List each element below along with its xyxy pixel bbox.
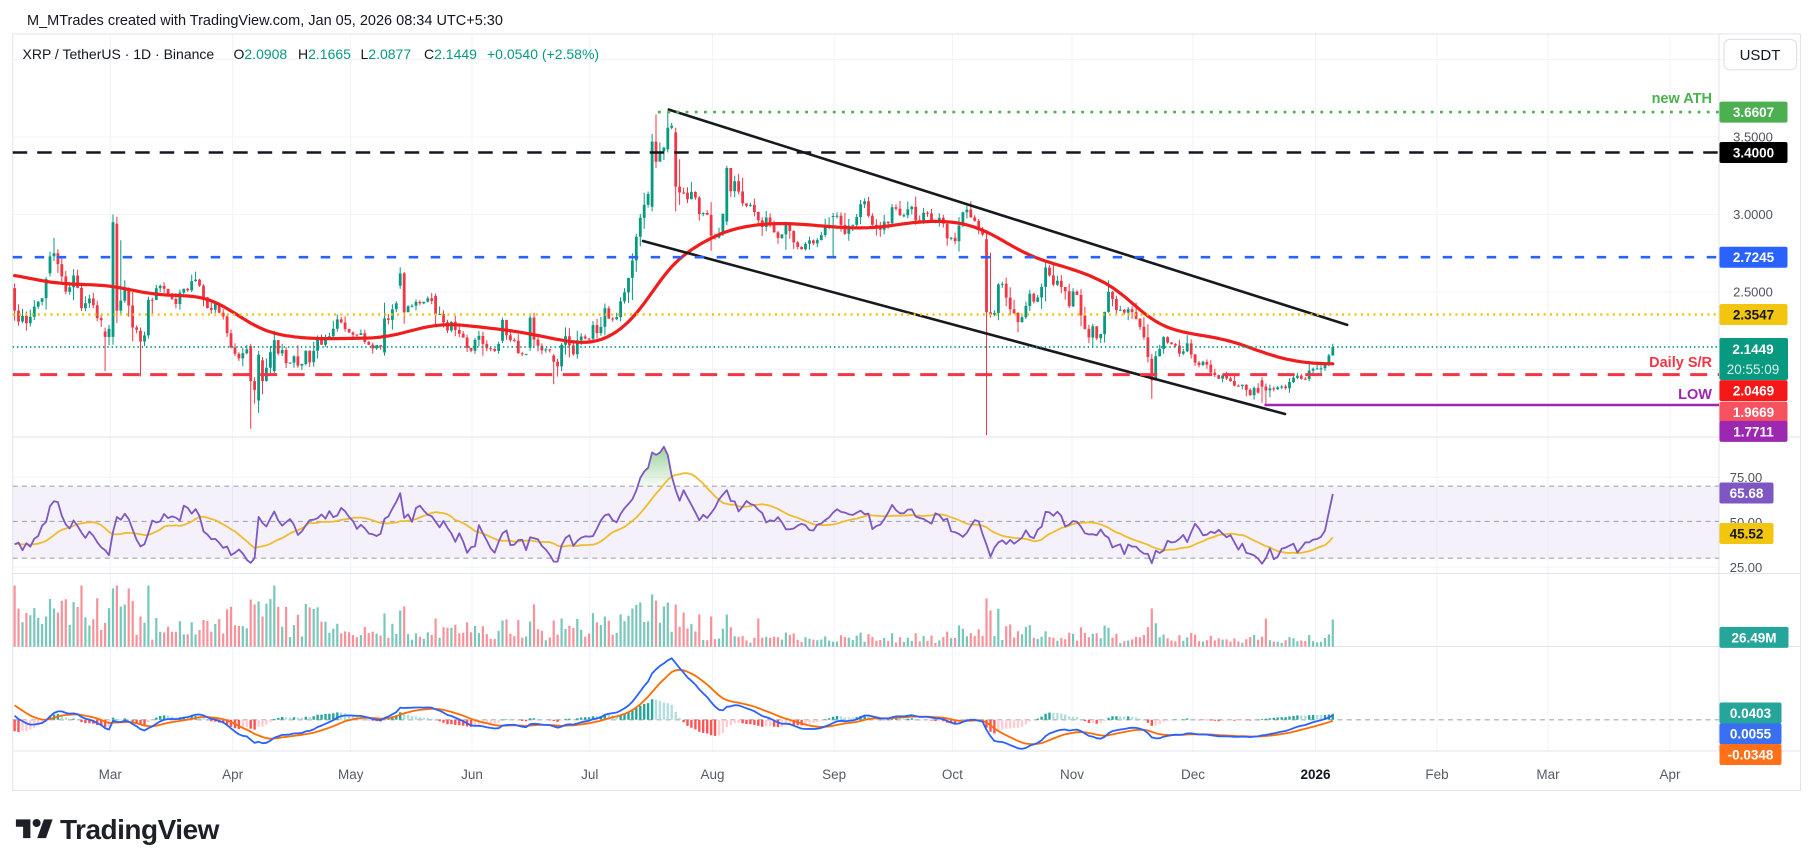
svg-text:Sep: Sep xyxy=(822,767,846,782)
svg-text:Feb: Feb xyxy=(1425,767,1448,782)
svg-text:3.4000: 3.4000 xyxy=(1733,145,1774,160)
svg-text:20:55:09: 20:55:09 xyxy=(1727,362,1780,377)
svg-text:3.5000: 3.5000 xyxy=(1733,130,1773,145)
svg-text:0.0055: 0.0055 xyxy=(1730,727,1772,742)
svg-text:2.7245: 2.7245 xyxy=(1733,250,1775,265)
svg-text:75.00: 75.00 xyxy=(1730,470,1763,485)
svg-text:Daily S/R: Daily S/R xyxy=(1649,355,1712,371)
svg-text:Oct: Oct xyxy=(942,767,963,782)
svg-text:LOW: LOW xyxy=(1678,387,1712,403)
svg-text:O2.0908: O2.0908 xyxy=(234,46,288,62)
svg-text:M_MTrades created with Trading: M_MTrades created with TradingView.com, … xyxy=(27,13,503,29)
svg-text:2.1449: 2.1449 xyxy=(1732,342,1773,357)
svg-text:Mar: Mar xyxy=(1536,767,1560,782)
svg-text:65.68: 65.68 xyxy=(1730,486,1764,501)
svg-text:Dec: Dec xyxy=(1181,767,1205,782)
svg-text:Apr: Apr xyxy=(222,767,244,782)
svg-text:Mar: Mar xyxy=(99,767,123,782)
svg-text:XRP / TetherUS · 1D · Binance: XRP / TetherUS · 1D · Binance xyxy=(23,46,215,62)
svg-text:L2.0877: L2.0877 xyxy=(361,46,412,62)
svg-text:26.49M: 26.49M xyxy=(1731,630,1776,645)
svg-text:new ATH: new ATH xyxy=(1652,91,1712,107)
svg-text:2026: 2026 xyxy=(1300,767,1331,782)
svg-text:TradingView: TradingView xyxy=(60,814,220,845)
svg-text:25.00: 25.00 xyxy=(1730,560,1763,575)
svg-text:Apr: Apr xyxy=(1659,767,1681,782)
svg-text:Nov: Nov xyxy=(1060,767,1084,782)
svg-text:-0.0348: -0.0348 xyxy=(1728,747,1774,762)
svg-text:2.0469: 2.0469 xyxy=(1733,384,1774,399)
svg-text:Aug: Aug xyxy=(700,767,724,782)
svg-text:2.5000: 2.5000 xyxy=(1733,285,1773,300)
svg-text:May: May xyxy=(338,767,364,782)
svg-text:C2.1449: C2.1449 xyxy=(424,46,477,62)
svg-text:0.0403: 0.0403 xyxy=(1730,706,1772,721)
svg-text:3.0000: 3.0000 xyxy=(1733,207,1773,222)
svg-text:USDT: USDT xyxy=(1740,47,1781,64)
svg-text:3.6607: 3.6607 xyxy=(1733,105,1774,120)
svg-text:+0.0540 (+2.58%): +0.0540 (+2.58%) xyxy=(487,46,599,62)
svg-text:2.3547: 2.3547 xyxy=(1733,307,1774,322)
svg-text:Jul: Jul xyxy=(581,767,598,782)
svg-text:45.52: 45.52 xyxy=(1730,526,1764,541)
svg-text:Jun: Jun xyxy=(461,767,483,782)
svg-text:H2.1665: H2.1665 xyxy=(298,46,351,62)
svg-text:1.7711: 1.7711 xyxy=(1733,424,1774,439)
svg-text:1.9669: 1.9669 xyxy=(1733,405,1774,420)
